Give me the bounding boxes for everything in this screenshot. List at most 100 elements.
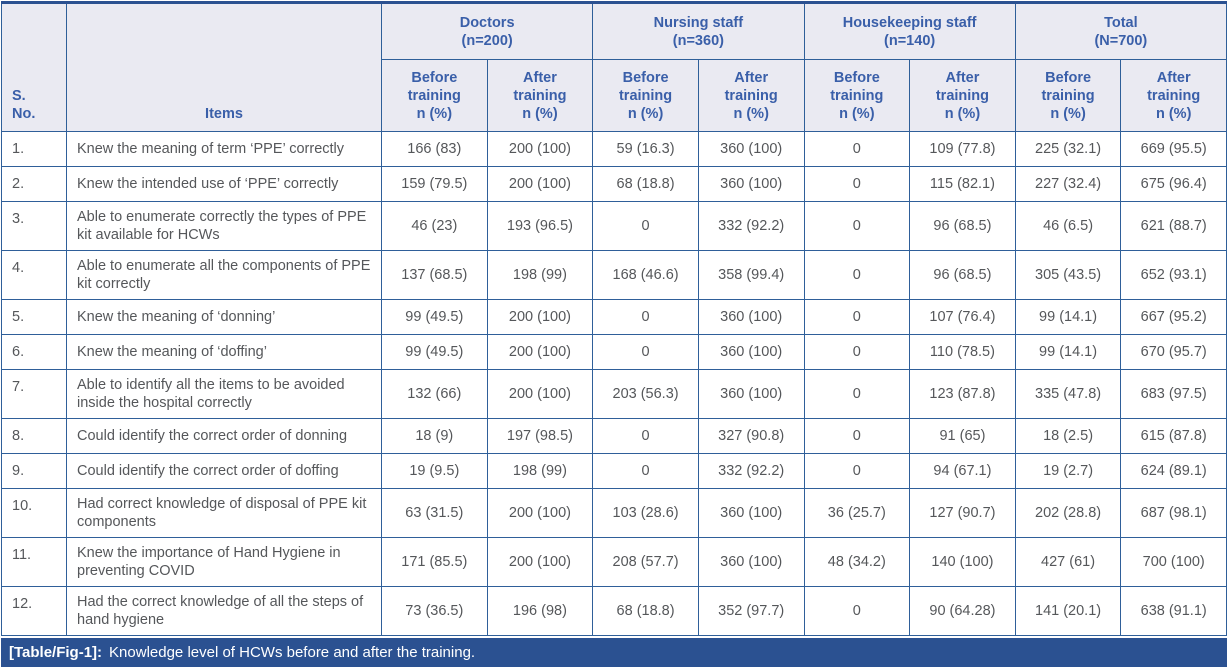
value-cell: 99 (49.5) (381, 334, 488, 370)
table-row: 6. Knew the meaning of ‘doffing’ 99 (49.5)… (1, 334, 1227, 370)
row-number-cell: 9. (1, 453, 67, 489)
value-cell: 687 (98.1) (1120, 488, 1227, 538)
value-cell: 360 (100) (697, 131, 805, 167)
group-n: (N=700) (1094, 32, 1148, 49)
col-header-total-before: Before training n (%) (1014, 59, 1122, 132)
group-name: Nursing staff (653, 14, 744, 31)
value-cell: 46 (6.5) (1014, 201, 1122, 251)
value-cell: 141 (20.1) (1014, 586, 1122, 636)
value-cell: 0 (803, 586, 911, 636)
value-cell: 103 (28.6) (592, 488, 699, 538)
group-n: (n=360) (672, 32, 724, 49)
value-cell: 196 (98) (486, 586, 594, 636)
value-cell: 0 (592, 418, 699, 454)
table-row: 2. Knew the intended use of ‘PPE’ correct… (1, 166, 1227, 202)
table-row: 4. Able to enumerate all the components o… (1, 250, 1227, 300)
row-number-cell: 4. (1, 250, 67, 300)
value-cell: 96 (68.5) (909, 201, 1016, 251)
col-group-housekeeping-staff: Housekeeping staff (n=140) (803, 1, 1016, 60)
value-cell: 670 (95.7) (1120, 334, 1227, 370)
value-cell: 0 (803, 201, 911, 251)
table-body: 1. Knew the meaning of term ‘PPE’ correct… (1, 131, 1227, 636)
table-caption-text: Knowledge level of HCWs before and after… (109, 644, 476, 661)
value-cell: 0 (592, 201, 699, 251)
knowledge-table: S. No. Items Doctors (n=200) Nursing sta… (1, 1, 1228, 636)
value-cell: 68 (18.8) (592, 586, 699, 636)
value-cell: 197 (98.5) (486, 418, 594, 454)
table-row: 3. Able to enumerate correctly the types … (1, 201, 1227, 251)
value-cell: 683 (97.5) (1120, 369, 1227, 419)
value-cell: 166 (83) (381, 131, 488, 167)
value-cell: 203 (56.3) (592, 369, 699, 419)
value-cell: 127 (90.7) (909, 488, 1016, 538)
row-number-cell: 7. (1, 369, 67, 419)
value-cell: 200 (100) (486, 537, 594, 587)
header-group-row: S. No. Items Doctors (n=200) Nursing sta… (1, 1, 1228, 132)
row-number-cell: 8. (1, 418, 67, 454)
value-cell: 624 (89.1) (1120, 453, 1227, 489)
value-cell: 332 (92.2) (697, 453, 805, 489)
item-cell: Able to enumerate correctly the types of… (66, 201, 382, 251)
table-header: S. No. Items Doctors (n=200) Nursing sta… (1, 1, 1228, 132)
value-cell: 352 (97.7) (697, 586, 805, 636)
group-n: (n=140) (884, 32, 936, 49)
value-cell: 198 (99) (486, 250, 594, 300)
value-cell: 140 (100) (909, 537, 1016, 587)
value-cell: 360 (100) (697, 537, 805, 587)
table-row: 8. Could identify the correct order of do… (1, 418, 1227, 454)
value-cell: 63 (31.5) (381, 488, 488, 538)
value-cell: 90 (64.28) (909, 586, 1016, 636)
value-cell: 360 (100) (697, 369, 805, 419)
col-group-doctors: Doctors (n=200) (380, 1, 594, 60)
value-cell: 198 (99) (486, 453, 594, 489)
value-cell: 94 (67.1) (909, 453, 1016, 489)
value-cell: 0 (803, 453, 911, 489)
value-cell: 638 (91.1) (1120, 586, 1227, 636)
value-cell: 0 (803, 299, 911, 335)
value-cell: 200 (100) (486, 488, 594, 538)
group-name: Total (1104, 14, 1138, 31)
value-cell: 107 (76.4) (909, 299, 1016, 335)
col-group-nursing-staff: Nursing staff (n=360) (592, 1, 805, 60)
value-cell: 0 (803, 166, 911, 202)
value-cell: 73 (36.5) (381, 586, 488, 636)
value-cell: 18 (2.5) (1014, 418, 1122, 454)
value-cell: 137 (68.5) (381, 250, 488, 300)
value-cell: 123 (87.8) (909, 369, 1016, 419)
value-cell: 36 (25.7) (803, 488, 911, 538)
value-cell: 0 (803, 334, 911, 370)
value-cell: 200 (100) (486, 369, 594, 419)
table-row: 5. Knew the meaning of ‘donning’ 99 (49.5)… (1, 299, 1227, 335)
row-number-cell: 3. (1, 201, 67, 251)
value-cell: 200 (100) (486, 131, 594, 167)
value-cell: 227 (32.4) (1014, 166, 1122, 202)
row-number-cell: 5. (1, 299, 67, 335)
value-cell: 0 (592, 299, 699, 335)
item-cell: Knew the meaning of term ‘PPE’ correctly (66, 131, 382, 167)
value-cell: 99 (14.1) (1014, 299, 1122, 335)
value-cell: 200 (100) (486, 299, 594, 335)
value-cell: 615 (87.8) (1120, 418, 1227, 454)
table-caption: [Table/Fig-1]: Knowledge level of HCWs be… (1, 638, 1227, 667)
table-row: 12. Had the correct knowledge of all the … (1, 586, 1227, 636)
value-cell: 99 (49.5) (381, 299, 488, 335)
table-row: 7. Able to identify all the items to be a… (1, 369, 1227, 419)
row-number-cell: 11. (1, 537, 67, 587)
col-group-total: Total (N=700) (1014, 1, 1228, 60)
item-cell: Could identify the correct order of doff… (66, 453, 382, 489)
value-cell: 200 (100) (486, 166, 594, 202)
value-cell: 48 (34.2) (803, 537, 911, 587)
row-number-cell: 1. (1, 131, 67, 167)
value-cell: 96 (68.5) (909, 250, 1016, 300)
item-cell: Able to identify all the items to be avo… (66, 369, 382, 419)
item-cell: Could identify the correct order of donn… (66, 418, 382, 454)
value-cell: 669 (95.5) (1120, 131, 1227, 167)
value-cell: 200 (100) (486, 334, 594, 370)
value-cell: 99 (14.1) (1014, 334, 1122, 370)
row-number-cell: 12. (1, 586, 67, 636)
value-cell: 18 (9) (381, 418, 488, 454)
table-caption-label: [Table/Fig-1]: (9, 644, 103, 661)
col-header-housekeeping-after: After training n (%) (909, 59, 1016, 132)
value-cell: 159 (79.5) (381, 166, 488, 202)
value-cell: 0 (803, 418, 911, 454)
